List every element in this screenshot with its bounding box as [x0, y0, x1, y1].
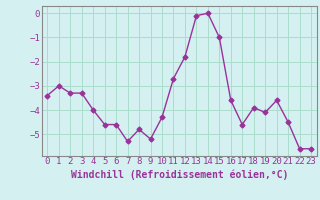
X-axis label: Windchill (Refroidissement éolien,°C): Windchill (Refroidissement éolien,°C) — [70, 169, 288, 180]
